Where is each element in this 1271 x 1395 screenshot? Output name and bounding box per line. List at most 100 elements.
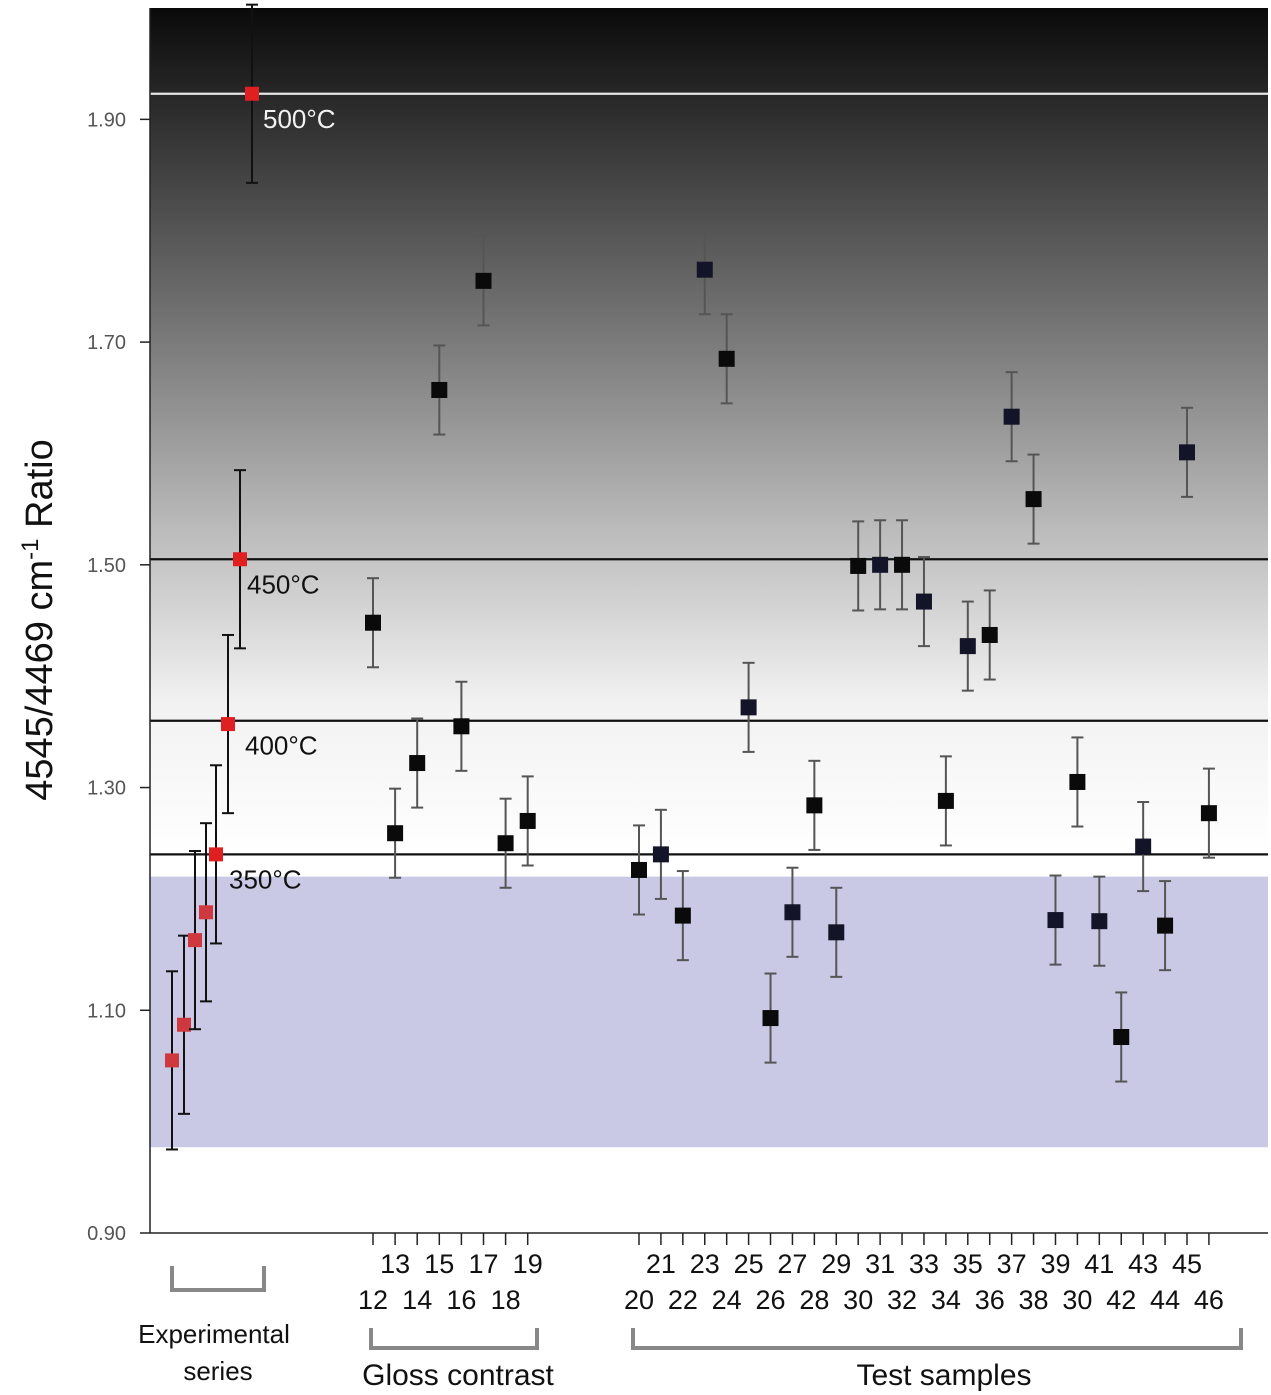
reference-lines: 500°C 450°C 400°C 350°C: [150, 92, 1268, 894]
data-marker: [209, 847, 223, 862]
test-sample-point: [1069, 736, 1086, 828]
x-tick-label-bottom: 34: [931, 1285, 961, 1315]
test-sample-point: [1047, 874, 1064, 966]
x-tick-label-top: 25: [734, 1249, 764, 1279]
data-marker: [1113, 1029, 1130, 1045]
x-tick-label-top: 33: [909, 1249, 939, 1279]
x-tick-label-top: 39: [1040, 1249, 1070, 1279]
experimental-point: [188, 850, 202, 1031]
data-marker: [497, 835, 514, 852]
experimental-point: [221, 633, 235, 815]
gloss-contrast-point: [431, 344, 448, 436]
x-tick-label-bottom: 24: [712, 1285, 742, 1315]
data-marker: [475, 272, 492, 289]
data-marker: [915, 593, 932, 610]
data-marker: [453, 718, 470, 735]
test-sample-point: [850, 520, 867, 612]
test-sample-point: [674, 870, 691, 962]
data-marker: [674, 907, 691, 924]
test-sample-point: [1135, 801, 1152, 893]
group-label-test: Test samples: [856, 1359, 1031, 1392]
data-marker: [387, 825, 404, 842]
x-tick-label-top: 41: [1084, 1249, 1114, 1279]
gloss-contrast-point: [409, 717, 426, 809]
data-marker: [762, 1010, 779, 1027]
x-tick-label-top: 17: [468, 1249, 498, 1279]
data-marker: [1157, 917, 1174, 934]
data-marker: [233, 552, 247, 567]
range-band: [150, 876, 1268, 1148]
data-marker: [1091, 913, 1108, 930]
experimental-point: [209, 764, 223, 945]
reference-line-label: 500°C: [263, 104, 336, 134]
test-sample-point: [1003, 371, 1020, 463]
bracket-experimental: [170, 1266, 266, 1292]
data-marker: [1135, 838, 1152, 855]
y-tick-label: 0.90: [87, 1223, 126, 1245]
data-marker: [784, 904, 801, 921]
x-tick-label-bottom: 12: [358, 1285, 388, 1315]
data-marker: [245, 86, 259, 101]
y-tick-label: 1.50: [87, 555, 126, 577]
data-marker: [365, 614, 381, 631]
group-label-gloss: Gloss contrast: [362, 1359, 554, 1392]
test-sample-point: [937, 755, 954, 847]
test-sample-point: [1025, 453, 1042, 545]
bracket-gloss-contrast: [369, 1328, 539, 1350]
data-marker: [828, 924, 845, 941]
data-marker: [519, 812, 536, 829]
group-label-experimental-1: Experimental: [138, 1319, 290, 1349]
data-marker: [937, 792, 954, 809]
x-tick-label-top: 15: [424, 1249, 454, 1279]
data-marker: [177, 1017, 191, 1032]
gloss-contrast-point: [519, 775, 536, 867]
x-tick-label-bottom: 20: [624, 1285, 654, 1315]
reference-line-label: 450°C: [247, 569, 320, 599]
y-axis-label-sup: -1: [17, 539, 44, 560]
group-label-experimental-2: series: [183, 1356, 252, 1386]
x-tick-label-bottom: 32: [887, 1285, 917, 1315]
x-tick-label-top: 43: [1128, 1249, 1158, 1279]
test-sample-point: [981, 589, 998, 681]
test-sample-point: [762, 972, 779, 1064]
test-sample-point: [784, 866, 801, 958]
test-sample-point: [872, 519, 889, 611]
x-tick-label-bottom: 26: [755, 1285, 785, 1315]
y-axis-label-main: 4545/4469 cm: [19, 560, 61, 801]
test-sample-point: [915, 556, 932, 648]
data-marker: [1047, 912, 1064, 929]
y-tick-label: 1.70: [87, 332, 126, 354]
data-marker: [199, 905, 213, 920]
test-sample-point: [959, 600, 976, 692]
x-tick-label-top: 27: [777, 1249, 807, 1279]
x-tick-label-bottom: 22: [668, 1285, 698, 1315]
x-tick-label-top: 37: [997, 1249, 1027, 1279]
experimental-point: [177, 934, 191, 1115]
data-marker: [1069, 773, 1086, 790]
gloss-contrast-point: [387, 787, 404, 879]
test-sample-point: [652, 808, 669, 900]
x-tick-label-bottom: 30: [843, 1285, 873, 1315]
data-marker: [981, 626, 998, 643]
x-tick-label-top: 21: [646, 1249, 676, 1279]
data-marker: [1003, 408, 1020, 425]
data-marker: [652, 846, 669, 863]
experimental-point: [199, 822, 213, 1003]
data-marker: [696, 261, 713, 278]
test-sample-point: [1091, 875, 1108, 967]
experimental-point: [233, 469, 247, 650]
data-marker: [740, 699, 757, 716]
test-sample-point: [718, 313, 735, 405]
data-marker: [431, 381, 448, 398]
test-sample-point: [1157, 880, 1174, 972]
x-tick-label-top: 13: [380, 1249, 410, 1279]
test-sample-point: [696, 224, 713, 316]
x-tick-label-top: 31: [865, 1249, 895, 1279]
test-sample-point: [740, 661, 757, 753]
y-tick-label: 1.90: [87, 109, 126, 131]
x-tick-label-bottom: 14: [402, 1285, 432, 1315]
x-tick-label-top: 35: [953, 1249, 983, 1279]
data-marker: [1025, 491, 1042, 508]
test-sample-point: [631, 824, 647, 916]
